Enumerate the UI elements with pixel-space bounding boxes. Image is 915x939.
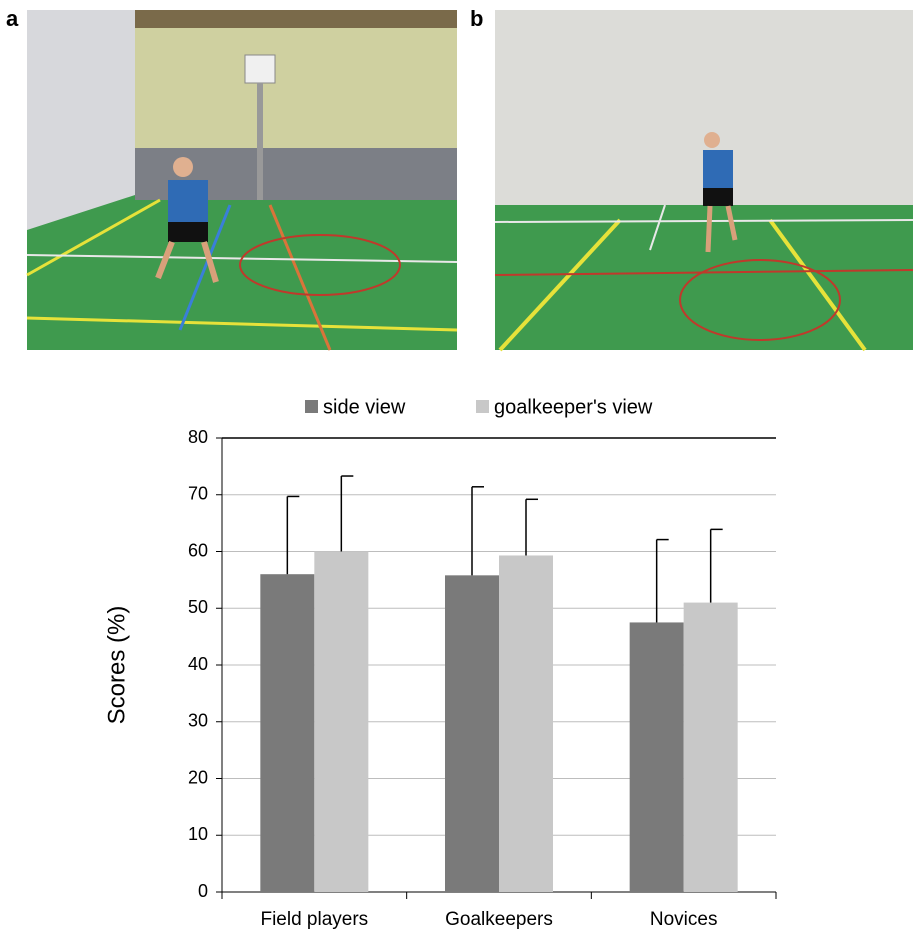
plot: 0 10 20 30 40 50 60 70 80 Field players Goalkeeper… <box>188 396 777 930</box>
y-tick-label: 0 <box>198 881 208 901</box>
x-tick-label: Novices <box>650 909 718 930</box>
bar <box>314 551 369 892</box>
bar <box>683 602 738 892</box>
bar <box>629 622 684 892</box>
y-tick-label: 60 <box>188 540 208 560</box>
legend-swatch <box>476 400 489 413</box>
photo-goalkeepers-view <box>494 10 914 352</box>
bar <box>445 575 499 892</box>
y-tick-label: 50 <box>188 597 208 617</box>
y-tick-label: 30 <box>188 711 208 731</box>
legend-swatch <box>305 400 318 413</box>
panel-label: b <box>470 6 483 31</box>
legend-label: goalkeeper's view <box>494 396 653 418</box>
y-tick-label: 20 <box>188 767 208 787</box>
legend-label: side view <box>323 396 406 418</box>
bar <box>260 574 315 892</box>
y-tick-label: 80 <box>188 427 208 447</box>
bar <box>499 555 553 892</box>
x-tick-label: Field players <box>260 909 368 930</box>
y-tick-label: 40 <box>188 654 208 674</box>
y-axis-label: Scores (%) <box>103 606 130 725</box>
panel-label: a <box>6 6 19 31</box>
x-tick-label: Goalkeepers <box>445 909 553 930</box>
y-tick-label: 70 <box>188 484 208 504</box>
y-tick-label: 10 <box>188 824 208 844</box>
photo-side-view <box>26 10 458 351</box>
